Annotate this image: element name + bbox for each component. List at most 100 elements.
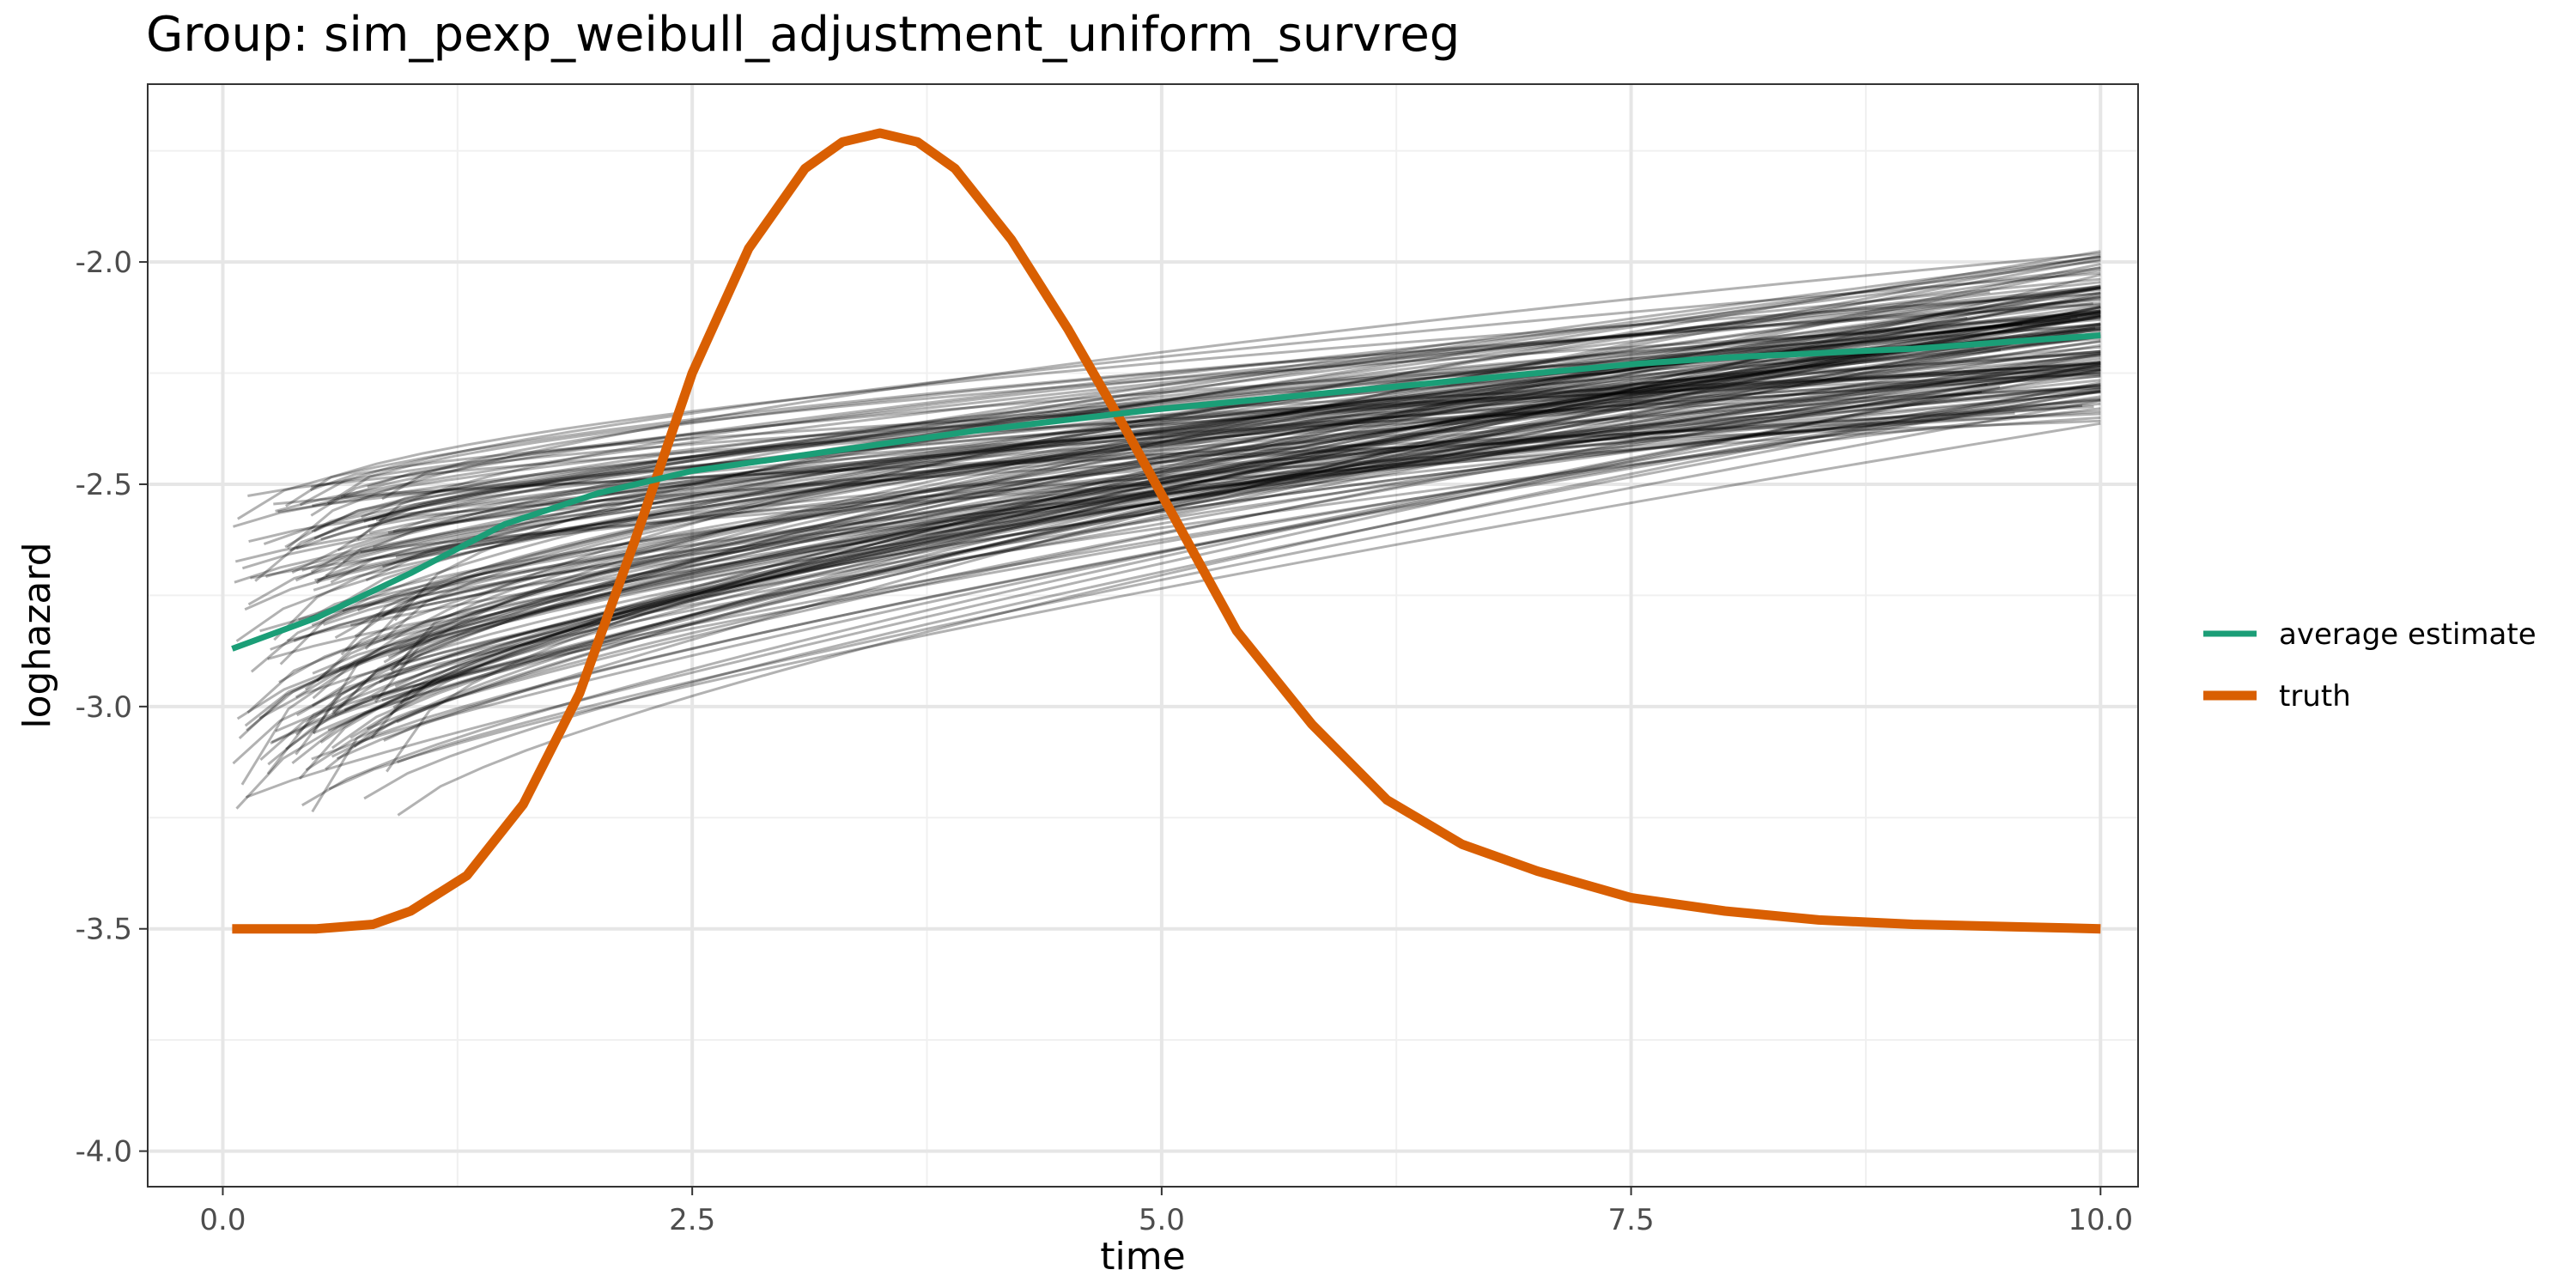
- replicate-curve: [323, 286, 2101, 626]
- replicate-curve: [399, 331, 2101, 666]
- x-tick-label: 2.5: [669, 1203, 715, 1237]
- replicate-curve: [267, 339, 2101, 660]
- replicate-curve: [381, 306, 2101, 702]
- replicate-curve: [244, 390, 1982, 727]
- replicate-curve: [326, 323, 2023, 505]
- replicate-curve: [331, 360, 2101, 714]
- replicate-curve: [293, 383, 2101, 642]
- replicate-curve: [295, 286, 2101, 699]
- replicate-curve: [334, 411, 2015, 640]
- replicate-curve: [298, 335, 2101, 621]
- replicate-curve: [331, 390, 2101, 758]
- replicate-curve: [314, 304, 2101, 582]
- replicate-curve: [356, 299, 2101, 541]
- replicate-curve: [258, 389, 2101, 720]
- replicate-curve: [383, 386, 2101, 742]
- replicate-curve: [381, 303, 2101, 501]
- replicate-curve: [325, 349, 2101, 578]
- replicate-curve: [399, 306, 2101, 705]
- replicate-curve: [343, 312, 2101, 563]
- replicate-curve: [375, 405, 2094, 522]
- replicate-curve: [254, 324, 2101, 582]
- replicate-curve: [304, 328, 2101, 691]
- series-line-average-estimate: [231, 332, 2101, 652]
- replicate-curve: [311, 391, 2101, 627]
- replicate-curve: [366, 352, 2101, 731]
- replicate-curve: [284, 292, 2101, 507]
- replicate-curve: [277, 349, 2101, 513]
- replicate-curve: [301, 255, 2101, 572]
- y-tick-label: -4.0: [76, 1135, 132, 1170]
- replicate-curve: [289, 312, 2101, 552]
- replicate-curve: [244, 333, 2101, 611]
- replicate-curve: [398, 313, 2101, 652]
- replicate-curve: [397, 399, 2101, 764]
- replicate-curve: [273, 290, 1990, 641]
- replicate-curve: [299, 271, 2101, 507]
- replicate-curve: [377, 362, 2101, 618]
- plot-panel-border: [147, 83, 2139, 1188]
- x-tick-label: 7.5: [1608, 1203, 1655, 1237]
- replicate-curve: [266, 397, 2101, 775]
- replicate-curve: [295, 254, 2101, 736]
- replicate-curve: [311, 289, 2101, 489]
- replicate-curve: [337, 352, 2101, 551]
- replicate-curve: [378, 335, 2101, 683]
- replicate-curve: [374, 291, 2101, 703]
- replicate-curve: [349, 315, 2101, 739]
- replicate-curve: [305, 305, 2101, 772]
- replicate-curve: [387, 368, 2101, 534]
- replicate-curve: [330, 384, 2101, 584]
- replicate-curve: [389, 360, 2101, 716]
- y-tick-label: -2.0: [76, 246, 132, 280]
- replicate-curve: [370, 398, 2101, 739]
- replicate-curve: [313, 317, 2101, 540]
- replicate-curve: [336, 273, 2101, 760]
- replicate-curve: [327, 310, 2101, 732]
- x-tick-label: 0.0: [199, 1203, 246, 1237]
- replicate-curve: [310, 368, 2101, 492]
- legend-label-average-estimate: average estimate: [2279, 617, 2537, 652]
- replicate-curve: [235, 313, 2101, 642]
- y-axis-title: loghazard: [15, 542, 59, 728]
- replicate-curve: [273, 412, 2101, 506]
- chart-title: Group: sim_pexp_weibull_adjustment_unifo…: [146, 7, 1461, 63]
- replicate-curve: [248, 361, 2101, 544]
- replicate-curve: [246, 402, 2101, 714]
- replicate-curve: [313, 311, 2101, 592]
- x-tick-label: 10.0: [2068, 1203, 2133, 1237]
- replicate-curve: [240, 295, 2101, 786]
- replicate-curve: [313, 325, 2101, 735]
- replicate-curve: [270, 323, 2101, 744]
- replicate-curve: [235, 284, 2101, 810]
- replicate-curve: [247, 404, 2083, 606]
- replicate-curve: [259, 390, 2101, 633]
- replicate-curves: [232, 250, 2101, 817]
- replicate-curve: [325, 351, 2101, 770]
- replicate-curve: [387, 374, 2101, 659]
- replicate-curve: [340, 277, 2101, 499]
- replicate-curve: [317, 335, 2101, 582]
- grid: [148, 84, 2138, 1187]
- replicate-curve: [386, 340, 2101, 773]
- legend: average estimate truth: [2203, 617, 2537, 714]
- replicate-curve: [331, 370, 2101, 715]
- replicate-curve: [311, 311, 2101, 533]
- replicate-curve: [250, 368, 2101, 580]
- legend-label-truth: truth: [2279, 679, 2351, 714]
- replicate-curve: [311, 386, 2001, 761]
- replicate-curve: [315, 361, 2101, 585]
- series-line-truth: [232, 128, 2101, 934]
- replicate-curve: [354, 302, 2093, 638]
- axis-ticks: 0.0 2.5 5.0 7.5 10.0 -4.0 -3.5 -3.0 -2.5 -2.0: [76, 246, 2133, 1237]
- replicate-curve: [360, 416, 2101, 554]
- replicate-curve: [247, 365, 2101, 497]
- replicate-curve: [361, 363, 2101, 519]
- replicate-curve: [382, 327, 2101, 641]
- replicate-curve: [383, 365, 2101, 680]
- replicate-curve: [301, 368, 2101, 807]
- replicate-curve: [397, 381, 2101, 817]
- replicate-curve: [396, 363, 2101, 724]
- replicate-curve: [270, 258, 2101, 651]
- replicate-curve: [286, 252, 2101, 550]
